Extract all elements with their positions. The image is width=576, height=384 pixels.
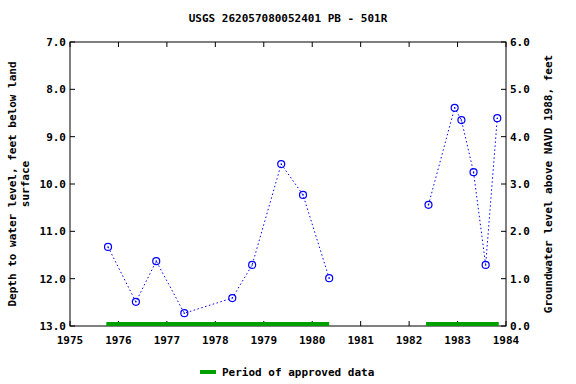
x-tick-label: 1976 <box>105 334 132 347</box>
data-point <box>482 261 489 268</box>
y-tick <box>70 136 75 137</box>
x-tick-label: 1981 <box>347 334 374 347</box>
y-tick <box>70 89 75 90</box>
y2-tick-label: 4.0 <box>510 131 530 144</box>
y-tick-label: 12.0 <box>40 273 67 286</box>
data-point-center <box>454 107 456 109</box>
x-tick-label: 1984 <box>493 334 520 347</box>
y-tick-label: 10.0 <box>40 178 67 191</box>
data-point-center <box>428 204 430 206</box>
data-point <box>229 295 236 302</box>
data-point <box>278 161 285 168</box>
data-point <box>105 243 112 250</box>
x-tick-label: 1980 <box>299 334 326 347</box>
y-tick-label: 7.0 <box>46 36 66 49</box>
y2-tick <box>501 136 506 137</box>
y-tick <box>70 184 75 185</box>
y2-tick <box>501 326 506 327</box>
y2-tick-label: 0.0 <box>510 320 530 333</box>
y-tick <box>70 278 75 279</box>
data-point <box>494 115 501 122</box>
y2-tick-label: 3.0 <box>510 178 530 191</box>
x-tick-label: 1979 <box>251 334 278 347</box>
data-point <box>181 310 188 317</box>
x-tick <box>506 321 507 326</box>
title: USGS 262057080052401 PB - 501R <box>189 12 388 25</box>
y2-tick <box>501 89 506 90</box>
data-point-center <box>485 264 487 266</box>
data-point-center <box>496 117 498 119</box>
data-point-center <box>107 246 109 248</box>
y-tick <box>70 231 75 232</box>
data-point-center <box>461 119 463 121</box>
y-tick-label: 9.0 <box>46 131 66 144</box>
data-point-center <box>280 163 282 165</box>
data-point <box>425 201 432 208</box>
x-tick <box>166 42 167 47</box>
data-point <box>458 117 465 124</box>
y-axis-title: surface <box>19 160 32 207</box>
chart: USGS 262057080052401 PB - 501R 1975 1976 19… <box>0 0 576 384</box>
data-point-center <box>473 171 475 173</box>
x-tick <box>70 42 71 47</box>
y2-axis-title: Groundwater level above NAVD 1988, feet <box>542 55 555 313</box>
data-point <box>451 104 458 111</box>
y2-tick-label: 1.0 <box>510 273 530 286</box>
x-tick <box>360 42 361 47</box>
plot-area <box>105 104 501 324</box>
y2-tick-label: 2.0 <box>510 225 530 238</box>
y-tick <box>70 42 75 43</box>
x-tick <box>215 42 216 47</box>
data-point <box>249 261 256 268</box>
x-tick <box>263 42 264 47</box>
y2-tick-label: 5.0 <box>510 83 530 96</box>
data-point-center <box>251 264 253 266</box>
x-tick-label: 1983 <box>444 334 471 347</box>
data-point-center <box>328 277 330 279</box>
approved-period <box>106 322 329 326</box>
y-tick <box>70 326 75 327</box>
data-point-center <box>184 312 186 314</box>
data-point <box>300 191 307 198</box>
x-tick <box>118 42 119 47</box>
data-point <box>132 298 139 305</box>
data-point <box>153 258 160 265</box>
data-point <box>326 275 333 282</box>
data-point-center <box>302 194 304 196</box>
y2-tick <box>501 278 506 279</box>
x-tick-label: 1978 <box>202 334 229 347</box>
data-point-center <box>155 260 157 262</box>
x-tick-label: 1975 <box>57 334 84 347</box>
y-tick-label: 13.0 <box>40 320 67 333</box>
legend-swatch <box>200 370 216 374</box>
legend-label: Period of approved data <box>222 366 374 379</box>
y2-tick-label: 6.0 <box>510 36 530 49</box>
x-tick <box>409 42 410 47</box>
plot-frame <box>70 42 506 326</box>
x-tick-label: 1977 <box>154 334 181 347</box>
data-point-center <box>135 301 137 303</box>
x-tick-label: 1982 <box>396 334 423 347</box>
x-tick <box>457 42 458 47</box>
data-point <box>470 169 477 176</box>
x-tick <box>360 321 361 326</box>
series-line <box>108 108 497 313</box>
y-axis-title: Depth to water level, feet below land <box>6 61 19 306</box>
x-tick <box>312 42 313 47</box>
x-tick <box>506 42 507 47</box>
approved-period <box>426 322 499 326</box>
y-tick-label: 8.0 <box>46 83 66 96</box>
y2-tick <box>501 42 506 43</box>
x-tick <box>409 321 410 326</box>
y-tick-label: 11.0 <box>40 225 67 238</box>
data-point-center <box>231 297 233 299</box>
x-tick <box>70 321 71 326</box>
y2-tick <box>501 184 506 185</box>
y2-tick <box>501 231 506 232</box>
